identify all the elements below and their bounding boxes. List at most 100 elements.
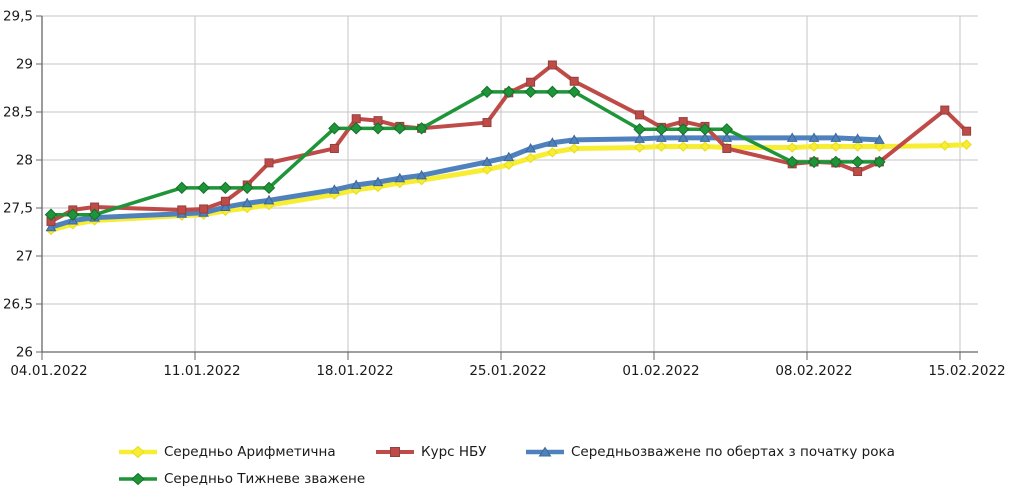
marker-triangle — [45, 221, 57, 232]
marker-square — [264, 158, 274, 168]
marker-square — [199, 204, 209, 214]
marker-triangle — [721, 132, 733, 142]
legend-item-weighted-average-turnover: Середньозважене по обертах з початку рок… — [525, 443, 895, 461]
marker-triangle — [481, 156, 493, 166]
legend-marker-weighted-average-turnover-icon — [526, 446, 564, 457]
marker-diamond — [939, 140, 951, 151]
y-tick-label: 26 — [16, 345, 33, 361]
marker-diamond — [175, 181, 189, 195]
marker-diamond — [502, 85, 516, 99]
marker-square — [526, 77, 536, 87]
marker-diamond — [197, 181, 210, 195]
marker-diamond — [415, 122, 428, 135]
marker-triangle — [263, 194, 275, 205]
marker-triangle — [525, 142, 536, 153]
marker-triangle — [699, 132, 711, 142]
marker-diamond — [44, 208, 58, 221]
y-tick-label: 28,5 — [3, 105, 33, 121]
marker-diamond — [851, 155, 864, 169]
marker-diamond — [524, 85, 537, 99]
marker-diamond — [873, 155, 886, 169]
marker-diamond — [371, 122, 385, 135]
legend-marker-nbu-rate-icon — [376, 447, 414, 457]
marker-triangle — [416, 169, 427, 180]
marker-diamond — [720, 123, 734, 136]
x-tick-label: 11.01.2022 — [163, 363, 240, 379]
marker-square — [962, 126, 972, 136]
y-tick-label: 27 — [16, 249, 33, 265]
marker-diamond — [655, 123, 668, 136]
marker-diamond — [808, 141, 820, 152]
legend-item-average-arithmetic: Середньо Арифметична — [118, 443, 336, 461]
marker-diamond — [480, 85, 494, 99]
marker-square — [722, 143, 732, 153]
marker-diamond — [481, 164, 493, 175]
x-tick-label: 15.02.2022 — [928, 363, 1005, 379]
x-tick-label: 25.01.2022 — [469, 363, 546, 379]
y-tick-label: 26,5 — [3, 297, 33, 313]
x-tick-label: 01.02.2022 — [622, 363, 699, 379]
marker-diamond — [393, 122, 407, 135]
series-line-2 — [48, 135, 882, 230]
marker-diamond — [852, 141, 863, 152]
marker-diamond — [634, 142, 645, 153]
marker-triangle — [394, 172, 406, 183]
marker-triangle — [350, 179, 362, 189]
marker-diamond — [656, 141, 667, 152]
marker-triangle — [568, 134, 580, 144]
marker-triangle — [634, 133, 645, 143]
marker-square — [547, 60, 557, 70]
marker-diamond — [546, 85, 559, 99]
marker-diamond — [698, 123, 712, 136]
marker-triangle — [241, 197, 253, 208]
marker-diamond — [567, 85, 581, 99]
marker-square — [482, 118, 492, 128]
marker-diamond — [785, 155, 799, 169]
y-tick-label: 28 — [16, 153, 33, 169]
legend-item-weekly-weighted-average: Середньо Тижневе зважене — [118, 470, 365, 488]
marker-square — [220, 196, 230, 206]
legend-label: Середньо Арифметична — [164, 444, 336, 460]
marker-triangle — [220, 201, 231, 212]
marker-triangle — [830, 132, 842, 142]
legend-marker-average-arithmetic-icon — [119, 446, 157, 458]
y-tick-label: 27,5 — [3, 201, 33, 217]
series-line-3 — [49, 90, 882, 217]
marker-triangle — [547, 137, 558, 147]
marker-diamond — [677, 141, 689, 152]
marker-square — [635, 110, 645, 120]
x-tick-label: 08.02.2022 — [775, 363, 852, 379]
legend-label: Середньо Тижневе зважене — [164, 471, 366, 487]
marker-diamond — [830, 141, 842, 152]
marker-square — [569, 76, 579, 86]
marker-triangle — [656, 132, 667, 142]
marker-square — [853, 167, 863, 177]
marker-diamond — [240, 181, 254, 195]
marker-triangle — [808, 132, 820, 142]
marker-diamond — [262, 181, 276, 195]
marker-square — [329, 143, 339, 153]
marker-triangle — [852, 133, 863, 143]
marker-triangle — [786, 132, 798, 142]
y-tick-label: 29,5 — [3, 9, 33, 25]
legend-label: Курс НБУ — [421, 444, 487, 460]
marker-diamond — [699, 141, 711, 152]
legend-label: Середньозважене по обертах з початку рок… — [571, 444, 895, 460]
legend-marker-weekly-weighted-average-icon — [119, 473, 157, 485]
marker-triangle — [372, 176, 384, 187]
marker-diamond — [503, 159, 515, 171]
marker-diamond — [349, 122, 363, 135]
marker-diamond — [829, 155, 843, 169]
legend-item-nbu-rate: Курс НБУ — [375, 443, 487, 461]
marker-triangle — [874, 134, 885, 144]
marker-diamond — [66, 208, 80, 221]
marker-diamond — [676, 123, 690, 136]
x-tick-label: 18.01.2022 — [316, 363, 393, 379]
x-tick-label: 04.01.2022 — [10, 363, 87, 379]
line-chart: 29,5 29 28,5 28 27,5 27 26,5 26 04.01.2022 11.01.… — [3, 9, 1006, 380]
marker-diamond — [547, 147, 558, 158]
y-tick-label: 29 — [16, 57, 33, 73]
marker-square — [940, 105, 950, 115]
marker-diamond — [219, 181, 232, 195]
marker-diamond — [633, 123, 646, 136]
